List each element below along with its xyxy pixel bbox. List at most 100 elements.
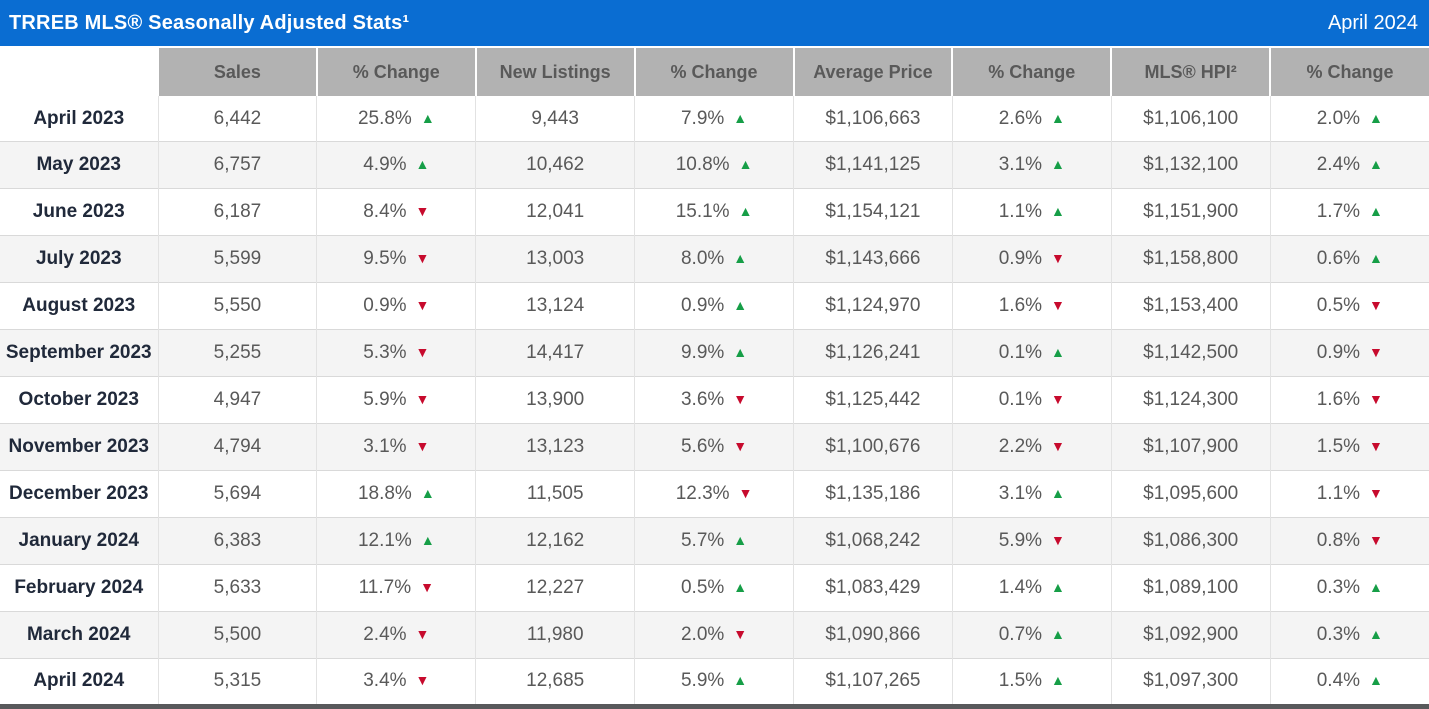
down-arrow-icon: ▼ [1369,297,1383,314]
percent-value: 4.9% [363,154,407,176]
average-price-change: 2.2% ▼ [951,422,1112,471]
sales-change: 3.1% ▼ [316,422,476,471]
row-month: July 2023 [0,235,158,283]
hpi-value: $1,097,300 [1110,657,1271,704]
percent-value: 0.1% [998,388,1043,410]
sales-change: 4.9% ▲ [316,141,476,189]
new-listings-value: 13,124 [475,282,635,330]
up-arrow-icon: ▲ [1051,109,1065,126]
down-arrow-icon: ▼ [415,297,430,314]
percent-value: 2.6% [998,107,1043,129]
table-row: January 2024 6,383 12.1% ▲ 12,162 5.7% ▲ $1,068… [0,516,1429,565]
column-header-average-price: Average Price [792,48,953,96]
percent-value: 3.1% [998,482,1043,504]
sales-value: 5,255 [157,329,317,377]
percent-value: 25.8% [357,107,412,129]
report-period: April 2024 [1327,11,1418,34]
new-listings-change: 0.9% ▲ [634,282,794,330]
hpi-change: 0.3% ▲ [1269,610,1429,659]
row-month: April 2024 [0,657,158,704]
percent-value: 5.9% [363,388,407,410]
row-month: November 2023 [0,422,158,471]
percent-value: 1.5% [1316,435,1361,457]
new-listings-change: 7.9% ▲ [634,96,794,142]
average-price-value: $1,141,125 [793,141,953,189]
title-divider [0,46,1429,48]
up-arrow-icon: ▲ [420,484,435,501]
new-listings-value: 12,685 [475,657,635,704]
table-row: April 2024 5,315 3.4% ▼ 12,685 5.9% ▲ $1,107,26… [0,657,1429,704]
average-price-change: 5.9% ▼ [951,516,1112,565]
sales-value: 4,947 [157,376,317,424]
percent-value: 12.1% [357,529,412,551]
sales-value: 5,694 [157,469,317,518]
table-row: March 2024 5,500 2.4% ▼ 11,980 2.0% ▼ $1,090,86… [0,610,1429,659]
sales-value: 6,383 [157,516,317,565]
average-price-change: 3.1% ▲ [951,469,1112,518]
new-listings-change: 12.3% ▼ [634,469,794,518]
up-arrow-icon: ▲ [1369,109,1383,126]
table-row: December 2023 5,694 18.8% ▲ 11,505 12.3% ▼ $1,1… [0,469,1429,518]
percent-value: 15.1% [675,201,730,223]
average-price-change: 0.7% ▲ [951,610,1112,659]
up-arrow-icon: ▲ [733,109,748,126]
row-month: September 2023 [0,329,158,377]
down-arrow-icon: ▼ [1369,484,1383,501]
sales-value: 5,500 [157,610,317,659]
percent-value: 0.9% [680,295,725,317]
average-price-change: 0.1% ▼ [951,376,1112,424]
up-arrow-icon: ▲ [420,531,435,548]
average-price-value: $1,083,429 [793,563,953,612]
sales-change: 2.4% ▼ [316,610,476,659]
up-arrow-icon: ▲ [733,250,748,267]
new-listings-change: 5.9% ▲ [634,657,794,704]
table-row: August 2023 5,550 0.9% ▼ 13,124 0.9% ▲ $1,124,9… [0,282,1429,330]
up-arrow-icon: ▲ [420,109,435,126]
percent-value: 9.9% [680,342,725,364]
average-price-change: 0.1% ▲ [951,329,1112,377]
row-month: May 2023 [0,141,158,189]
corner-cell [0,48,158,96]
percent-value: 8.4% [363,201,407,223]
sales-value: 5,633 [157,563,317,612]
sales-change: 3.4% ▼ [316,657,476,704]
percent-value: 3.1% [363,435,407,457]
percent-value: 3.6% [680,388,725,410]
up-arrow-icon: ▲ [738,203,753,220]
average-price-change: 3.1% ▲ [951,141,1112,189]
hpi-change: 2.4% ▲ [1269,141,1429,189]
average-price-value: $1,124,970 [793,282,953,330]
new-listings-value: 13,003 [475,235,635,283]
down-arrow-icon: ▼ [733,437,748,454]
hpi-value: $1,106,100 [1110,96,1271,142]
hpi-value: $1,132,100 [1110,141,1271,189]
row-month: December 2023 [0,469,158,518]
percent-value: 0.9% [363,295,407,317]
stats-table-wrap: Sales% Change New Listings% Change Average… [0,48,1429,704]
percent-value: 3.1% [998,154,1043,176]
hpi-change: 1.7% ▲ [1269,188,1429,236]
up-arrow-icon: ▲ [733,297,748,314]
new-listings-change: 5.6% ▼ [634,422,794,471]
new-listings-change: 15.1% ▲ [634,188,794,236]
percent-value: 2.4% [1316,154,1361,176]
down-arrow-icon: ▼ [1369,437,1383,454]
percent-value: 1.1% [998,201,1043,223]
table-row: May 2023 6,757 4.9% ▲ 10,462 10.8% ▲ $1,141,125… [0,141,1429,189]
percent-value: 9.5% [363,248,407,270]
hpi-change: 1.1% ▼ [1269,469,1429,518]
down-arrow-icon: ▼ [738,484,753,501]
new-listings-value: 10,462 [475,141,635,189]
up-arrow-icon: ▲ [1369,156,1383,173]
hpi-change: 0.4% ▲ [1269,657,1429,704]
down-arrow-icon: ▼ [415,250,430,267]
stats-table: Sales% Change New Listings% Change Average… [0,48,1429,704]
percent-value: 0.1% [998,342,1043,364]
percent-value: 5.3% [363,342,407,364]
up-arrow-icon: ▲ [1369,625,1383,642]
new-listings-change: 9.9% ▲ [634,329,794,377]
table-row: February 2024 5,633 11.7% ▼ 12,227 0.5% ▲ $1,08… [0,563,1429,612]
hpi-value: $1,095,600 [1110,469,1271,518]
hpi-value: $1,086,300 [1110,516,1271,565]
sales-change: 11.7% ▼ [316,563,476,612]
